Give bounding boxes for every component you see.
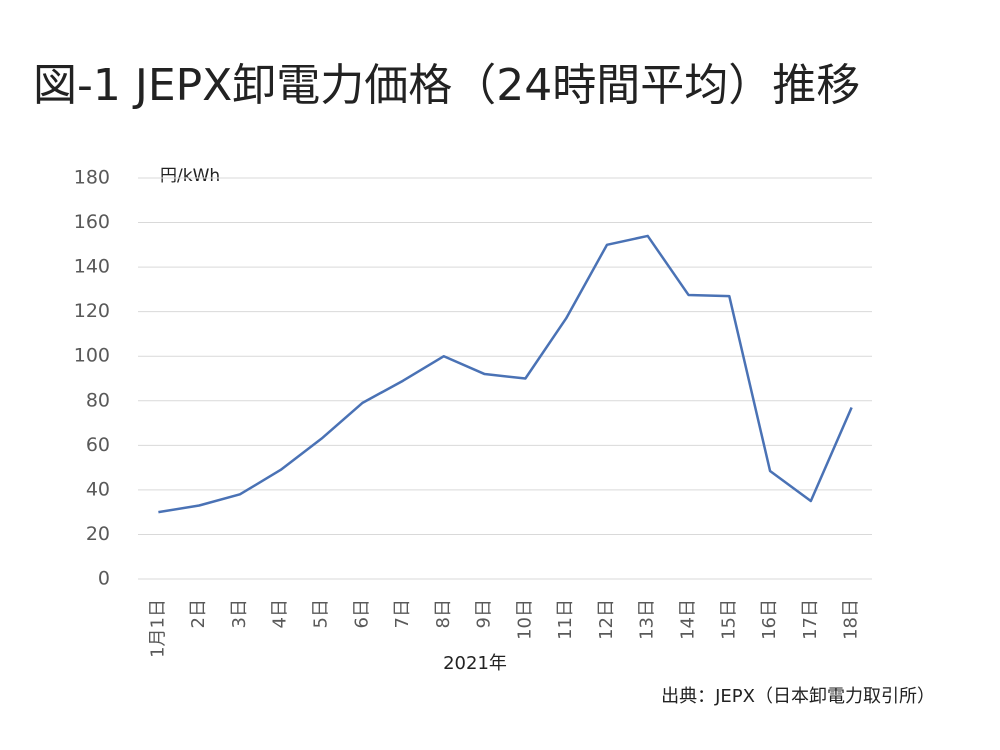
y-tick-label: 180 [74, 167, 110, 189]
x-tick-label: 13日 [637, 599, 658, 640]
y-tick-label: 0 [98, 568, 110, 590]
y-tick-label: 160 [74, 211, 110, 233]
y-tick-label: 100 [74, 345, 110, 367]
y-tick-label: 60 [86, 434, 110, 456]
y-tick-label: 40 [86, 478, 110, 500]
y-tick-label: 80 [86, 389, 110, 411]
y-tick-label: 120 [74, 300, 110, 322]
x-tick-label: 5日 [311, 599, 332, 628]
x-tick-label: 9日 [474, 599, 495, 628]
x-tick-label: 14日 [678, 599, 699, 640]
x-tick-label: 17日 [800, 599, 821, 640]
x-tick-label: 10日 [514, 599, 535, 640]
y-tick-label: 20 [86, 523, 110, 545]
y-tick-label: 140 [74, 256, 110, 278]
line [158, 234, 853, 514]
x-tick-label: 7日 [392, 599, 413, 628]
x-tick-label: 16日 [759, 599, 780, 640]
y-unit: 円/kWh [160, 166, 220, 186]
chart-title: 図-1 JEPX卸電力価格（24時間平均）推移 [33, 60, 860, 111]
x-tick-label: 8日 [433, 599, 454, 628]
x-tick-label: 18日 [841, 599, 862, 640]
x-tick-label: 3日 [229, 599, 250, 628]
x-tick-label: 4日 [270, 599, 291, 628]
x-axis-title: 2021年 [443, 653, 507, 674]
x-tick-label: 11日 [555, 599, 576, 640]
x-tick-label: 12日 [596, 599, 617, 640]
x-tick-label: 1月1日 [147, 599, 168, 658]
source: 出典：JEPX（日本卸電力取引所） [661, 686, 935, 707]
x-tick-label: 6日 [351, 599, 372, 628]
x-tick-label: 15日 [718, 599, 739, 640]
x-tick-label: 2日 [188, 599, 209, 628]
